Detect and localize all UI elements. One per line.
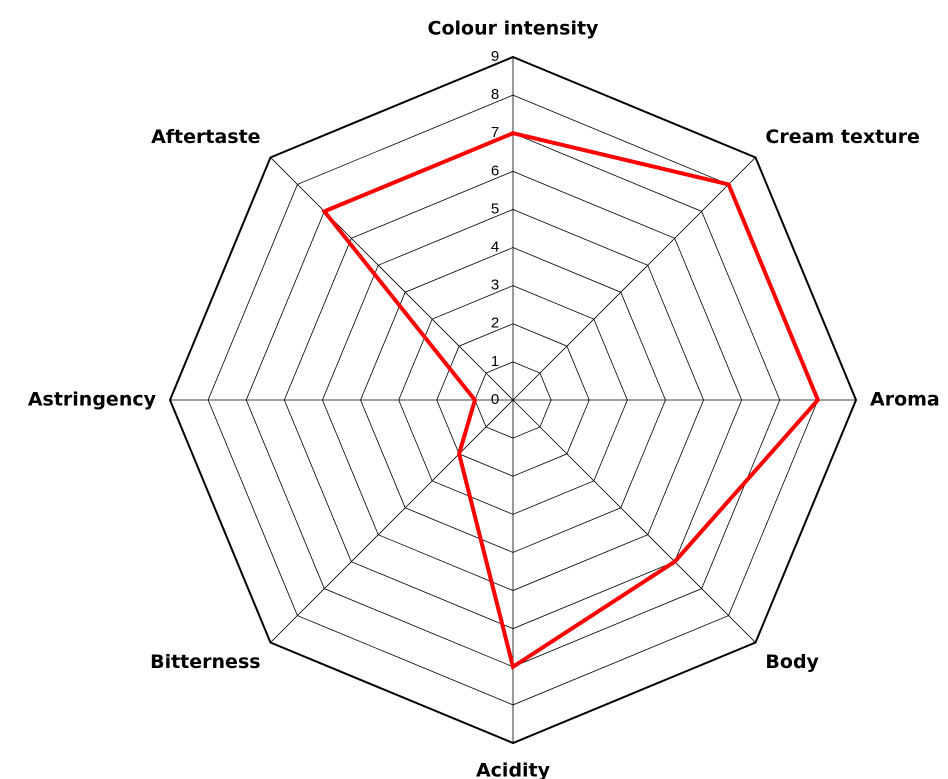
axis-label: Acidity (476, 760, 551, 779)
r-tick-label: 0 (491, 391, 499, 408)
r-tick-label: 7 (491, 124, 499, 141)
spoke (270, 399, 514, 643)
axis-label: Body (765, 651, 819, 673)
r-tick-label: 9 (491, 48, 499, 65)
spoke (270, 157, 514, 401)
axis-label: Colour intensity (428, 18, 600, 40)
r-tick-label: 1 (491, 353, 499, 370)
r-tick-label: 8 (491, 86, 499, 103)
spoke (512, 399, 756, 643)
axis-label: Aftertaste (151, 126, 261, 148)
axis-label: Astringency (28, 389, 157, 411)
r-tick-label: 5 (491, 200, 499, 217)
spoke (512, 157, 756, 401)
series-line (321, 131, 821, 670)
r-tick-label: 6 (491, 162, 499, 179)
r-tick-label: 4 (491, 239, 499, 256)
r-tick-label: 2 (491, 315, 499, 332)
axis-label: Cream texture (765, 126, 920, 148)
axis-label: Bitterness (150, 651, 260, 673)
r-tick-label: 3 (491, 277, 499, 294)
axis-label: Aroma (870, 389, 940, 411)
